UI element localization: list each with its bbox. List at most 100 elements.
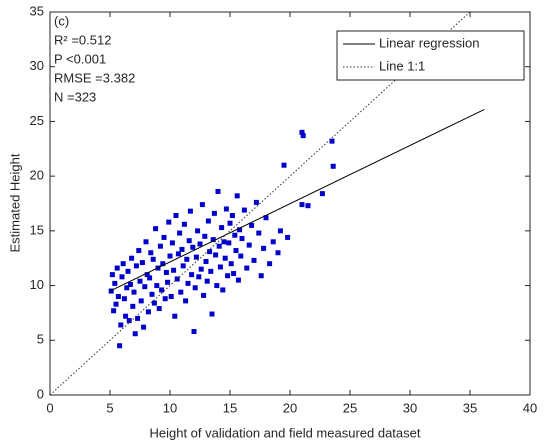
- point: [115, 294, 121, 300]
- point: [151, 300, 157, 306]
- point: [225, 273, 231, 279]
- point: [204, 278, 210, 284]
- line: [109, 108, 485, 292]
- x-tick-label: 5: [106, 400, 113, 415]
- point: [180, 263, 186, 269]
- point: [261, 245, 267, 251]
- point: [229, 213, 235, 219]
- point: [147, 275, 153, 281]
- point: [132, 331, 138, 337]
- point: [237, 227, 243, 233]
- point: [217, 264, 223, 270]
- point: [120, 261, 126, 267]
- point: [136, 248, 142, 254]
- point: [209, 311, 215, 317]
- point: [186, 238, 192, 244]
- point: [319, 191, 325, 197]
- point: [156, 306, 162, 312]
- point: [195, 228, 201, 234]
- point: [175, 251, 181, 257]
- point: [123, 313, 129, 319]
- point: [161, 234, 167, 240]
- point: [267, 261, 273, 267]
- point: [231, 271, 237, 277]
- point: [216, 243, 222, 249]
- annotation: R² =0.512: [54, 32, 111, 47]
- y-tick-label: 10: [30, 277, 44, 292]
- point: [124, 285, 130, 291]
- point: [241, 207, 247, 213]
- point: [133, 263, 139, 269]
- point: [211, 210, 217, 216]
- x-tick-label: 25: [343, 400, 357, 415]
- point: [199, 202, 205, 208]
- point: [196, 274, 202, 280]
- point: [208, 268, 214, 274]
- point: [153, 226, 159, 232]
- point: [251, 257, 257, 263]
- point: [135, 315, 141, 321]
- point: [162, 296, 168, 302]
- x-tick-label: 10: [163, 400, 177, 415]
- point: [111, 308, 117, 314]
- point: [113, 301, 119, 307]
- point: [181, 221, 187, 227]
- point: [205, 218, 211, 224]
- point: [221, 239, 227, 245]
- point: [202, 233, 208, 239]
- point: [142, 284, 148, 290]
- annotation: N =323: [54, 89, 96, 104]
- point: [190, 244, 196, 250]
- legend-label: Linear regression: [379, 35, 479, 50]
- point: [163, 269, 169, 275]
- point: [238, 253, 244, 259]
- point: [169, 240, 175, 246]
- point: [258, 273, 264, 279]
- point: [144, 272, 150, 278]
- point: [167, 253, 173, 259]
- y-tick-label: 30: [30, 58, 44, 73]
- point: [193, 254, 199, 260]
- x-tick-label: 15: [223, 400, 237, 415]
- point: [233, 248, 239, 254]
- point: [168, 294, 174, 300]
- point: [187, 208, 193, 214]
- x-tick-label: 30: [403, 400, 417, 415]
- point: [281, 162, 287, 168]
- point: [253, 199, 259, 205]
- y-tick-label: 15: [30, 222, 44, 237]
- point: [173, 213, 179, 219]
- legend-label: Line 1:1: [379, 58, 425, 73]
- legend: [336, 30, 525, 81]
- point: [275, 250, 281, 256]
- point: [228, 261, 234, 267]
- point: [121, 296, 127, 302]
- point: [145, 309, 151, 315]
- point: [189, 272, 195, 278]
- point: [223, 206, 229, 212]
- point: [235, 277, 241, 283]
- y-tick-label: 35: [30, 3, 44, 18]
- point: [143, 239, 149, 245]
- x-tick-label: 20: [283, 400, 297, 415]
- plot-frame: [49, 11, 531, 396]
- point: [160, 261, 166, 267]
- point: [165, 279, 171, 285]
- y-axis-label: Estimated Height: [7, 153, 22, 252]
- point: [117, 343, 123, 349]
- point: [118, 322, 124, 328]
- point: [232, 232, 238, 238]
- point: [150, 256, 156, 262]
- point: [129, 255, 135, 261]
- point: [201, 292, 207, 298]
- point: [210, 237, 216, 243]
- point: [125, 268, 131, 274]
- point: [178, 289, 184, 295]
- point: [246, 242, 252, 248]
- point: [127, 281, 133, 287]
- point: [119, 274, 125, 280]
- point: [126, 318, 132, 324]
- point: [108, 288, 114, 294]
- point: [277, 228, 283, 234]
- point: [138, 298, 144, 304]
